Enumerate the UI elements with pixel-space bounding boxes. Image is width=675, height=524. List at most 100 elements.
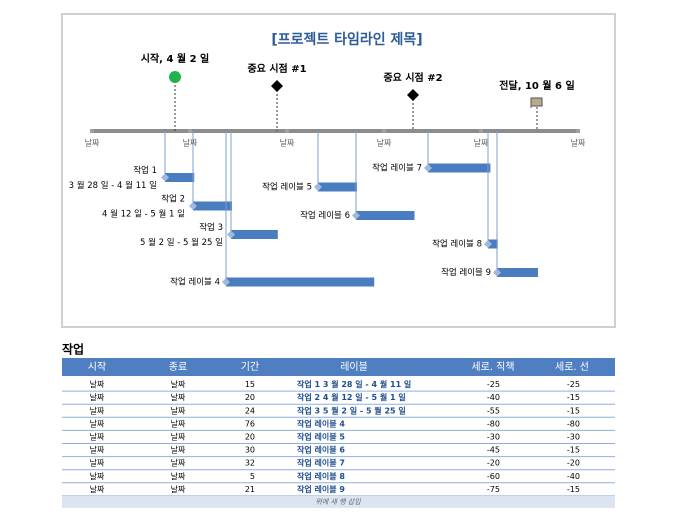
task-bar-tip — [493, 268, 501, 277]
axis-tick — [576, 129, 580, 133]
axis-label: 날짜 — [474, 138, 489, 148]
axis-label: 날짜 — [183, 138, 198, 148]
table-cell: 작업 레이블 6 — [297, 445, 345, 455]
table-cell: -40 — [487, 393, 500, 402]
table-cell: 작업 레이블 7 — [297, 458, 345, 468]
table-cell: -75 — [487, 485, 500, 494]
task-bar — [428, 163, 491, 173]
axis-tick — [479, 129, 483, 133]
table-footer: 위에 새 행 삽입 — [315, 498, 361, 506]
table-cell: 날짜 — [171, 418, 186, 428]
table-cell: 21 — [245, 485, 255, 494]
axis-label: 날짜 — [377, 138, 392, 148]
table-cell: 날짜 — [90, 405, 105, 415]
axis-tick — [382, 129, 386, 133]
task-label: 작업 레이블 7 — [372, 163, 422, 174]
task-label: 작업 레이블 6 — [300, 210, 350, 221]
task-bar — [318, 182, 357, 192]
table-cell: 날짜 — [90, 392, 105, 402]
table-cell: 24 — [245, 406, 255, 415]
task-label: 작업 레이블 8 — [432, 239, 482, 250]
axis-tick — [285, 129, 289, 133]
table-cell: 작업 1 3 월 28 일 - 4 월 11 일 — [297, 379, 411, 389]
table-cell: -25 — [487, 380, 500, 389]
task-bar-tip — [189, 202, 197, 210]
table-cell: 날짜 — [171, 458, 186, 468]
table-cell: -40 — [567, 472, 580, 481]
table-cell: -45 — [487, 446, 500, 455]
table-cell: 날짜 — [90, 484, 105, 494]
task-bar — [488, 239, 498, 249]
table-cell: 날짜 — [171, 445, 186, 455]
task-label: 작업 3 — [199, 222, 223, 233]
milestone-label: 전달, 10 월 6 일 — [499, 79, 574, 92]
table-cell: -30 — [487, 432, 500, 441]
table-cell: -30 — [567, 432, 580, 441]
milestone-marker — [530, 97, 543, 108]
task-bar-tip — [227, 230, 235, 239]
axis-tick — [90, 129, 94, 133]
table-cell: 5 — [250, 472, 255, 481]
table-cell: -20 — [567, 459, 580, 468]
table-cell: 76 — [245, 419, 255, 428]
table-cell: -55 — [487, 406, 500, 415]
milestone-label: 중요 시점 #2 — [383, 72, 442, 84]
table-cell: 날짜 — [90, 379, 105, 389]
task-label: 작업 레이블 4 — [170, 277, 220, 288]
table-cell: -80 — [487, 419, 500, 428]
table-cell: 15 — [245, 380, 255, 389]
table-cell: 20 — [245, 393, 255, 402]
task-bar — [231, 230, 278, 239]
milestone-marker — [169, 71, 181, 83]
chart-title: [프로젝트 타임라인 제목] — [271, 31, 422, 48]
table-cell: 작업 레이블 4 — [297, 418, 345, 428]
table-cell: 날짜 — [171, 405, 186, 415]
milestone-label: 시작, 4 월 2 일 — [141, 52, 209, 65]
axis-tick — [188, 129, 192, 133]
milestone-marker — [407, 89, 419, 101]
table-cell: 작업 레이블 5 — [297, 431, 345, 441]
axis-label: 날짜 — [85, 138, 100, 148]
table-cell: 날짜 — [171, 379, 186, 389]
task-table: 시작 종료 기간 레이블 세로. 직책 세로. 선날짜 날짜 15 작업 1 3 월 28 일 … — [62, 358, 615, 508]
table-cell: -20 — [487, 459, 500, 468]
task-bar-tip — [352, 211, 360, 220]
table-cell: 날짜 — [171, 431, 186, 441]
task-bar-tip — [314, 183, 322, 191]
task-dates: 3 월 28 일 - 4 월 11 일 — [69, 180, 157, 191]
table-heading: 작업 — [62, 342, 84, 357]
task-bar-tip — [424, 164, 432, 172]
table-cell: -60 — [487, 472, 500, 481]
table-cell: 작업 2 4 월 12 일 - 5 월 1 일 — [297, 392, 406, 402]
table-cell: 작업 레이블 9 — [297, 484, 345, 494]
table-cell: -25 — [567, 380, 580, 389]
task-bar-tip — [161, 173, 169, 182]
task-dates: 4 월 12 일 - 5 월 1 일 — [102, 209, 185, 220]
table-cell: -80 — [567, 419, 580, 428]
task-label: 작업 2 — [161, 194, 185, 205]
table-cell: 날짜 — [90, 418, 105, 428]
timeline: 날짜 날짜 날짜 날짜 날짜 날짜 시작, 4 월 2 일중요 시점 #1 중요 시점 #2 전… — [69, 52, 586, 288]
task-bar — [356, 211, 415, 220]
task-label: 작업 1 — [133, 165, 157, 176]
table-cell: -15 — [567, 406, 580, 415]
table-cell: 작업 3 5 월 2 일 - 5 월 25 일 — [297, 405, 406, 415]
column-header: 세로. 선 — [555, 361, 589, 373]
table-cell: 32 — [245, 459, 255, 468]
task-bar — [193, 201, 232, 211]
header-row — [62, 358, 615, 376]
column-header: 기간 — [241, 361, 259, 373]
task-label: 작업 레이블 5 — [262, 182, 312, 193]
task-bar — [165, 173, 195, 182]
table-cell: 날짜 — [90, 458, 105, 468]
column-header: 레이블 — [340, 361, 368, 373]
table-cell: 날짜 — [171, 471, 186, 481]
task-bar-tip — [484, 240, 492, 248]
task-label: 작업 레이블 9 — [441, 267, 491, 278]
table-cell: -15 — [567, 485, 580, 494]
task-dates: 5 월 2 일 - 5 월 25 일 — [140, 237, 223, 248]
table-cell: 작업 레이블 8 — [297, 471, 345, 481]
table-cell: 날짜 — [90, 471, 105, 481]
table-cell: 날짜 — [171, 392, 186, 402]
